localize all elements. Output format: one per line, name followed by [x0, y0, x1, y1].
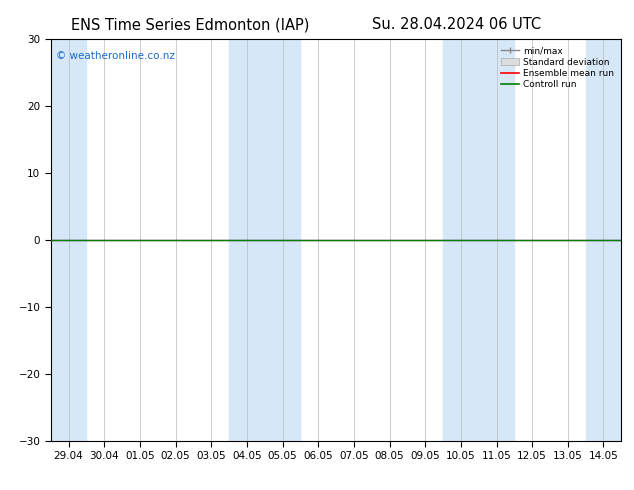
- Bar: [443, 39, 514, 441]
- Bar: [586, 39, 621, 441]
- Legend: min/max, Standard deviation, Ensemble mean run, Controll run: min/max, Standard deviation, Ensemble me…: [499, 44, 617, 92]
- Bar: [51, 39, 86, 441]
- Text: ENS Time Series Edmonton (IAP): ENS Time Series Edmonton (IAP): [71, 17, 309, 32]
- Bar: [229, 39, 301, 441]
- Text: Su. 28.04.2024 06 UTC: Su. 28.04.2024 06 UTC: [372, 17, 541, 32]
- Text: © weatheronline.co.nz: © weatheronline.co.nz: [56, 51, 175, 61]
